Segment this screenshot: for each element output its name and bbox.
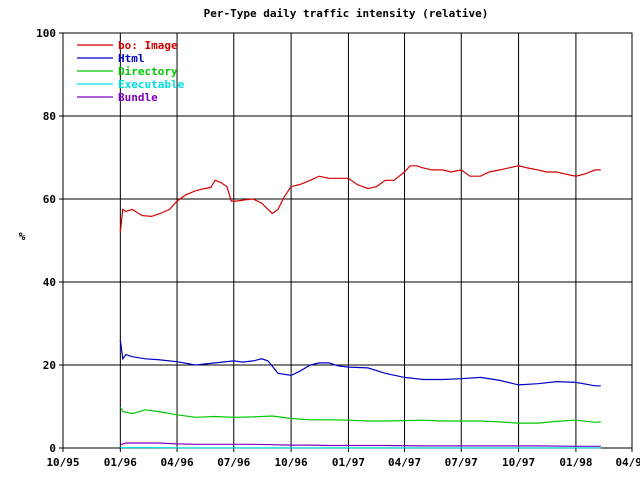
x-tick-label: 01/97	[332, 456, 365, 469]
x-tick-label: 10/96	[275, 456, 308, 469]
legend-label: Bundle	[118, 91, 158, 104]
series-line-1	[119, 340, 601, 387]
series-line-0	[119, 165, 601, 233]
y-tick-label: 20	[43, 359, 56, 372]
legend-label: Directory	[118, 65, 178, 78]
x-tick-label: 04/97	[388, 456, 421, 469]
y-tick-label: 60	[43, 193, 56, 206]
legend-label: Html	[118, 52, 145, 65]
x-tick-label: 01/96	[104, 456, 137, 469]
legend-label: bo: Image	[118, 39, 178, 52]
y-tick-label: 0	[49, 442, 56, 455]
x-tick-label: 10/95	[46, 456, 79, 469]
y-tick-label: 40	[43, 276, 56, 289]
x-axis: 10/95 01/96 04/96 07/96 10/96 01/97 04/97 07/97…	[46, 448, 640, 469]
x-tick-label: 01/98	[559, 456, 592, 469]
x-tick-label: 07/96	[217, 456, 250, 469]
y-tick-label: 80	[43, 110, 56, 123]
y-axis-label: %	[19, 230, 26, 243]
x-tick-label: 04/96	[160, 456, 193, 469]
legend-label: Executable	[118, 78, 185, 91]
y-axis: 0 20 40 60 80 100	[36, 27, 63, 455]
series-line-2	[119, 406, 601, 424]
gridlines	[63, 33, 632, 448]
series-lines	[119, 165, 601, 449]
series-line-4	[120, 442, 601, 447]
chart-title: Per-Type daily traffic intensity (relati…	[204, 7, 489, 20]
y-tick-label: 100	[36, 27, 56, 40]
x-tick-label: 04/98	[615, 456, 640, 469]
x-tick-label: 10/97	[502, 456, 535, 469]
x-tick-label: 07/97	[445, 456, 478, 469]
